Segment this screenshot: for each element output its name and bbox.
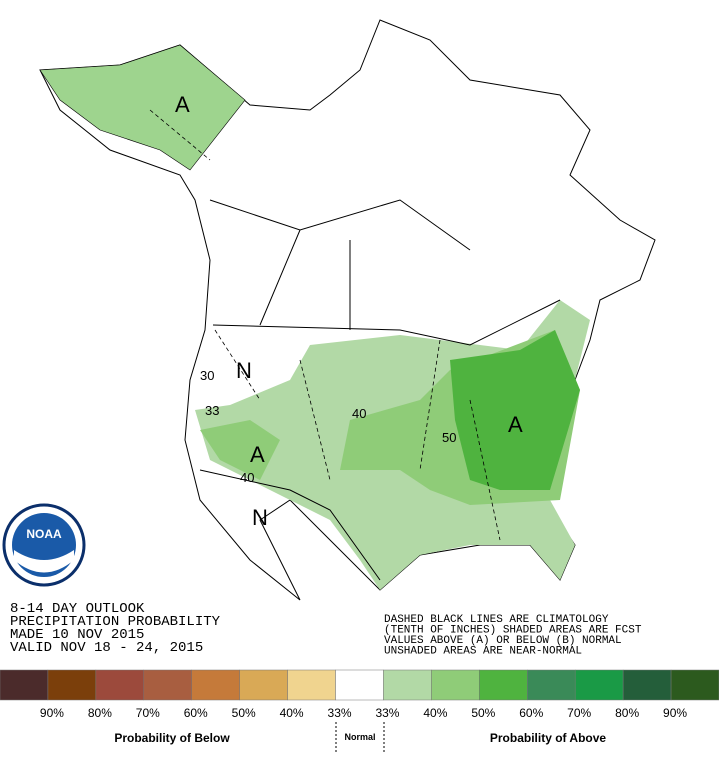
note-line: UNSHADED AREAS ARE NEAR-NORMAL: [384, 646, 582, 658]
legend-swatch: [191, 669, 240, 701]
legend-swatch: [95, 669, 145, 701]
border: [199, 199, 561, 581]
logo-text: NOAA: [26, 527, 62, 541]
legend-swatch: [383, 669, 432, 701]
map-label: N: [236, 358, 252, 383]
legend-label: 40%: [423, 706, 447, 720]
map-label: N: [252, 505, 268, 530]
legend-label: 40%: [280, 706, 304, 720]
note-line: DASHED BLACK LINES ARE CLIMATOLOGY: [384, 614, 609, 626]
legend-swatch: [670, 669, 719, 701]
legend-below: Probability of Below: [114, 731, 230, 745]
legend-swatch: [527, 669, 576, 701]
legend-label: 90%: [40, 706, 64, 720]
header-line: 8-14 DAY OUTLOOK: [10, 601, 145, 617]
legend-label: 80%: [88, 706, 112, 720]
legend-label: 33%: [375, 706, 399, 720]
map-label: A: [175, 92, 190, 117]
logo: NOAA: [2, 503, 86, 587]
legend-label: 60%: [184, 706, 208, 720]
map-label: 40: [240, 470, 254, 485]
us-above-50: [450, 330, 580, 490]
legend-swatch: [47, 669, 97, 701]
legend-label: 50%: [232, 706, 256, 720]
legend-normal: Normal: [344, 732, 375, 742]
legend: 90% 80% 70% 60% 50% 40% 33% 33% 40% 50% 60% 70% 80% 9…: [0, 669, 719, 720]
legend-label: 70%: [567, 706, 591, 720]
legend-above: Probability of Above: [490, 731, 607, 745]
map-label: A: [508, 412, 523, 437]
map-label: A: [250, 442, 265, 467]
alaska-above: [39, 44, 246, 171]
note-line: (TENTH OF INCHES) SHADED AREAS ARE FCST: [384, 625, 642, 637]
legend-label: 80%: [615, 706, 639, 720]
legend-swatch: [622, 669, 672, 701]
note-line: VALUES ABOVE (A) OR BELOW (B) NORMAL: [384, 635, 622, 647]
legend-swatch: [431, 669, 480, 701]
map-label: 33: [205, 403, 219, 418]
note: DASHED BLACK LINES ARE CLIMATOLOGY(TENTH…: [384, 614, 642, 658]
legend-swatch: [287, 669, 336, 701]
map: A A A N N 33 30 40 40 50: [39, 19, 656, 601]
legend-label: 50%: [471, 706, 495, 720]
legend-swatch: [335, 669, 384, 701]
legend-swatch: [239, 669, 288, 701]
legend-label: 90%: [663, 706, 687, 720]
header-line: VALID NOV 18 - 24, 2015: [10, 640, 203, 656]
legend-swatch: [0, 669, 49, 701]
legend-label: 70%: [136, 706, 160, 720]
header-line: PRECIPITATION PROBABILITY: [10, 614, 221, 630]
header-line: MADE 10 NOV 2015: [10, 627, 144, 643]
map-label: 40: [352, 406, 366, 421]
legend-label: 60%: [519, 706, 543, 720]
legend-swatch: [479, 669, 528, 701]
map-label: 50: [442, 430, 456, 445]
legend-swatch: [574, 669, 624, 701]
map-label: 30: [200, 368, 214, 383]
legend-label: 33%: [328, 706, 352, 720]
legend-swatch: [143, 669, 192, 701]
